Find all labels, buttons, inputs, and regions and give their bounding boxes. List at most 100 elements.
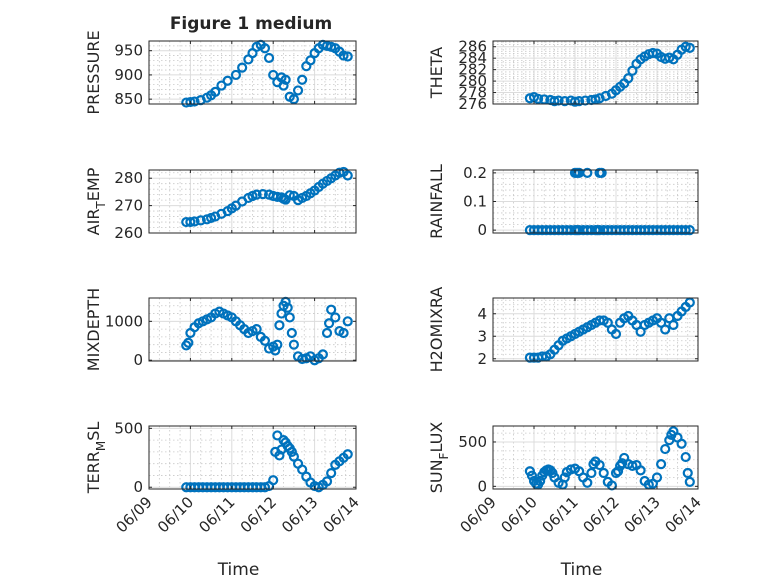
data-point — [549, 96, 560, 107]
data-point — [596, 167, 607, 178]
data-point — [292, 85, 304, 96]
y-axis-label: PRESSURE — [84, 30, 103, 114]
x-tick-label: 06/11 — [195, 493, 238, 536]
data-point — [189, 216, 200, 227]
y-tick-label: 850 — [114, 90, 143, 108]
data-point — [684, 42, 695, 53]
data-point — [195, 215, 206, 226]
y-axis-label-main: MIXDEPTH — [84, 288, 103, 371]
y-tick-label: 0.1 — [463, 193, 487, 211]
data-point — [598, 467, 609, 479]
data-point — [532, 93, 544, 104]
y-tick-label: 278 — [458, 84, 487, 102]
data-point — [635, 465, 646, 476]
data-point — [594, 459, 605, 471]
data-point — [282, 302, 293, 313]
y-tick-label: 500 — [114, 419, 143, 437]
data-point — [582, 167, 593, 178]
data-point — [274, 320, 285, 331]
data-point — [582, 477, 593, 488]
axes-4: 0 0.1 0.2 RAINFALL — [427, 164, 699, 239]
x-axis-label: Time — [217, 560, 260, 580]
data-point — [684, 476, 695, 488]
y-axis-label-subscript: T — [94, 201, 108, 210]
data-point — [284, 312, 295, 323]
y-axis-label-tail: SL — [84, 422, 103, 441]
axes-frame — [148, 425, 357, 490]
y-tick-label: 1000 — [105, 312, 143, 330]
data-point — [627, 460, 638, 472]
axes-frame — [148, 169, 357, 234]
axes-3: 260 270 280 AIRTEMP — [84, 166, 357, 242]
y-axis-label: TERRMSL — [84, 422, 108, 495]
y-tick-label: 2 — [477, 350, 487, 368]
y-axis-label-main: SUN — [427, 459, 446, 493]
data-point — [676, 438, 687, 449]
data-point — [263, 52, 275, 64]
y-axis-label-main: PRESSURE — [84, 30, 103, 114]
data-point — [288, 339, 299, 350]
data-point — [684, 225, 695, 236]
data-point — [274, 450, 285, 461]
x-tick-label: 06/10 — [498, 493, 541, 536]
y-axis-label: SUNFLUX — [427, 422, 451, 494]
x-tick-label: 06/11 — [539, 493, 582, 536]
data-point — [326, 468, 337, 479]
data-point — [651, 472, 663, 483]
figure-title: Figure 1 medium — [170, 14, 332, 34]
x-tick-label: 06/12 — [580, 493, 623, 536]
data-point — [682, 467, 693, 479]
data-point — [342, 316, 353, 327]
y-tick-label: 900 — [114, 66, 143, 84]
y-axis-label: H2OMIXRA — [427, 287, 446, 373]
y-tick-label: 4 — [477, 305, 487, 323]
data-point — [655, 459, 667, 470]
data-point — [278, 80, 289, 91]
x-tick-label: 06/13 — [278, 493, 321, 536]
data-point — [668, 319, 679, 331]
axes-6: 2 3 4 H2OMIXRA — [427, 287, 699, 373]
x-tick-label: 06/09 — [113, 493, 156, 536]
y-tick-label: 286 — [458, 38, 487, 56]
data-point — [330, 312, 341, 323]
y-tick-label: 284 — [458, 49, 487, 67]
y-tick-label: 3 — [477, 327, 487, 345]
data-point — [559, 96, 570, 107]
axes-frame — [148, 40, 357, 105]
data-point — [317, 349, 328, 360]
y-axis-label-tail: LUX — [427, 422, 446, 453]
data-point — [237, 62, 248, 73]
data-point — [526, 470, 538, 481]
y-tick-label: 0 — [477, 477, 487, 495]
x-tick-label: 06/13 — [621, 493, 664, 536]
y-tick-label: 280 — [114, 169, 143, 187]
y-axis-label-main: H2OMIXRA — [427, 287, 446, 373]
data-point — [610, 467, 622, 479]
y-axis-label: MIXDEPTH — [84, 288, 103, 371]
x-tick-label: 06/14 — [320, 493, 363, 536]
data-point — [660, 324, 671, 335]
data-point — [257, 189, 268, 200]
data-point — [610, 328, 622, 340]
data-point — [272, 339, 283, 350]
data-point — [535, 475, 546, 487]
data-point — [259, 335, 271, 346]
y-axis-label-subscript: M — [94, 441, 108, 451]
axes-frame — [492, 297, 699, 362]
data-point — [183, 337, 194, 348]
data-point — [251, 189, 262, 200]
data-point — [586, 467, 597, 479]
data-point — [259, 43, 271, 54]
y-axis-label-main: AIR — [84, 209, 103, 236]
x-tick-label: 06/10 — [154, 493, 197, 536]
y-tick-label: 276 — [458, 95, 487, 113]
y-axis-label-subscript: F — [437, 452, 451, 459]
x-tick-label: 06/09 — [457, 493, 500, 536]
data-point — [297, 464, 308, 475]
y-axis-label-main: THETA — [427, 47, 446, 99]
data-point — [553, 95, 564, 106]
y-axis-label: THETA — [427, 47, 446, 99]
